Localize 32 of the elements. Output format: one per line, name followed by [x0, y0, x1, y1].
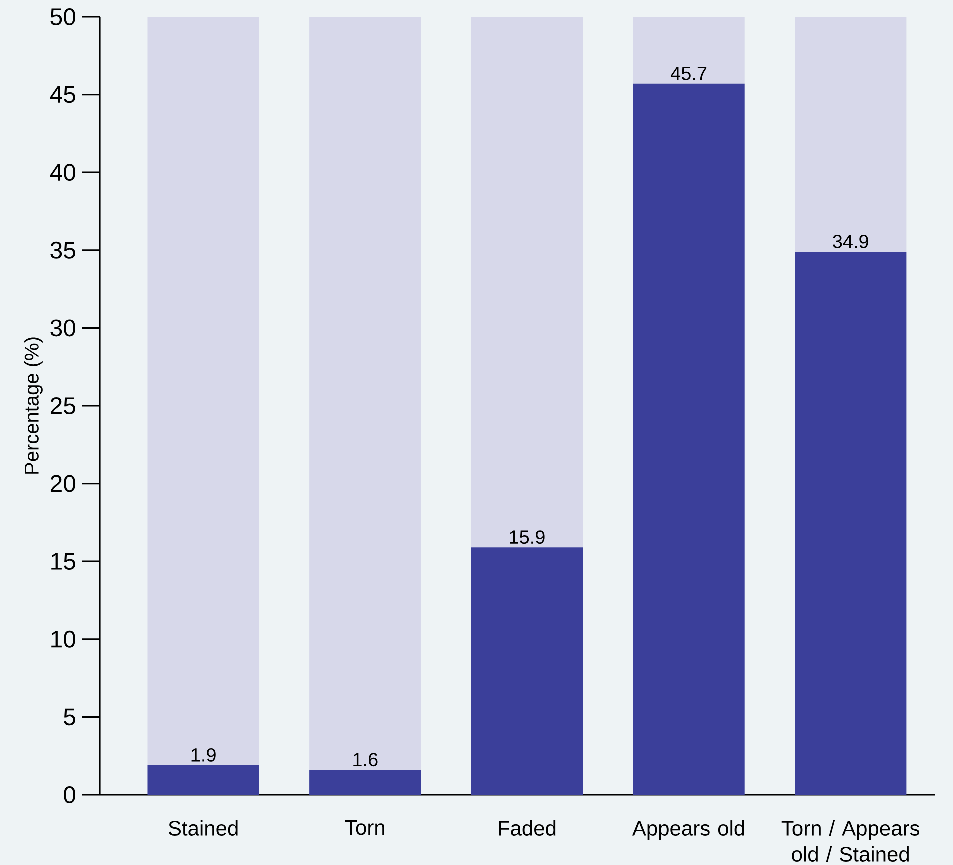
- bar: [148, 16, 260, 766]
- bar: [471, 547, 584, 795]
- y-tick-label: 15: [52, 553, 76, 570]
- bar: [795, 16, 907, 252]
- y-tick-label: 35: [50, 242, 76, 259]
- y-tick-label: 20: [50, 475, 76, 492]
- x-tick-label: Faded: [499, 820, 556, 836]
- y-tick-label: 45: [50, 86, 76, 104]
- bar: [795, 252, 907, 795]
- data-label: 15.9: [510, 530, 545, 544]
- x-tick-label: Appears old: [632, 820, 744, 840]
- x-tick-label: Torn / Appears old / Stained: [782, 820, 920, 862]
- y-tick-label: 25: [50, 397, 76, 414]
- data-label: 45.7: [670, 66, 707, 80]
- y-tick-label: 40: [50, 164, 76, 181]
- bar: [633, 84, 745, 795]
- y-tick-label: 5: [64, 708, 76, 726]
- data-label: 34.9: [833, 234, 868, 248]
- bar: [633, 16, 745, 84]
- x-tick-label: Torn: [345, 820, 384, 836]
- data-label: 1.6: [354, 752, 378, 766]
- y-tick-label: 0: [64, 786, 76, 804]
- data-label: 1.9: [192, 748, 216, 762]
- bar: [310, 770, 422, 795]
- bar: [471, 16, 584, 548]
- bar: [310, 16, 422, 770]
- bar: [148, 765, 260, 795]
- y-tick-label: 10: [52, 630, 76, 648]
- x-tick-label: Stained: [168, 820, 238, 836]
- y-tick-label: 50: [50, 8, 76, 26]
- y-tick-label: 30: [50, 320, 76, 337]
- y-axis-title: Percentage (%): [24, 338, 43, 474]
